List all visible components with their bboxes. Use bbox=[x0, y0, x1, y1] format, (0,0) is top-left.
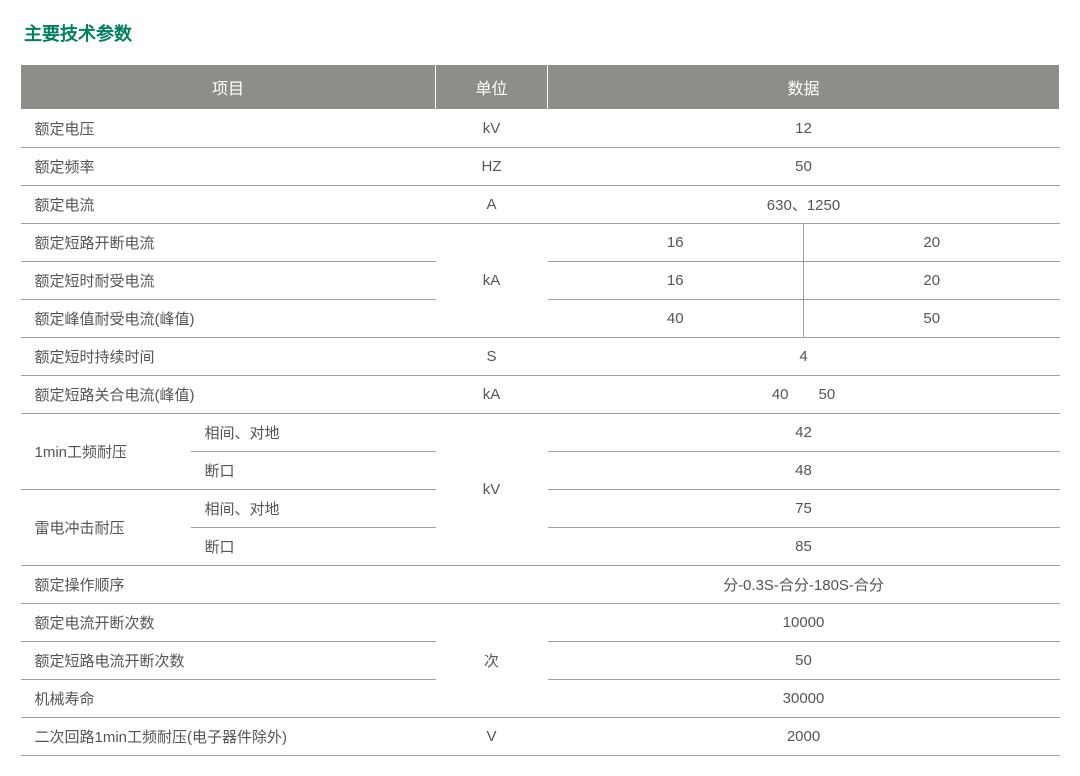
cell-unit: A bbox=[436, 186, 548, 224]
cell-label: 额定电流开断次数 bbox=[21, 604, 436, 642]
cell-unit: S bbox=[436, 338, 548, 376]
section-title: 主要技术参数 bbox=[20, 20, 1060, 46]
table-row: 额定电压 kV 12 bbox=[21, 110, 1060, 148]
cell-data: 2000 bbox=[548, 718, 1060, 756]
table-row: 额定电流 A 630、1250 bbox=[21, 186, 1060, 224]
cell-data: 分-0.3S-合分-180S-合分 bbox=[548, 566, 1060, 604]
cell-unit: HZ bbox=[436, 148, 548, 186]
cell-data: 42 bbox=[548, 414, 1060, 452]
table-row: 1min工频耐压 相间、对地 kV 42 bbox=[21, 414, 1060, 452]
cell-label: 额定频率 bbox=[21, 148, 436, 186]
cell-data: 48 bbox=[548, 452, 1060, 490]
table-row: 额定短路关合电流(峰值) kA 40 50 bbox=[21, 376, 1060, 414]
cell-unit: kA bbox=[436, 224, 548, 338]
cell-label: 机械寿命 bbox=[21, 680, 436, 718]
cell-label: 二次回路1min工频耐压(电子器件除外) bbox=[21, 718, 436, 756]
cell-data: 50 bbox=[548, 642, 1060, 680]
cell-data: 12 bbox=[548, 110, 1060, 148]
cell-label: 额定短路关合电流(峰值) bbox=[21, 376, 436, 414]
cell-data: 16 bbox=[548, 224, 804, 262]
cell-unit: kA bbox=[436, 376, 548, 414]
table-row: 额定频率 HZ 50 bbox=[21, 148, 1060, 186]
cell-label: 额定操作顺序 bbox=[21, 566, 436, 604]
cell-label: 额定峰值耐受电流(峰值) bbox=[21, 300, 436, 338]
cell-data: 85 bbox=[548, 528, 1060, 566]
cell-data: 630、1250 bbox=[548, 186, 1060, 224]
cell-data: 30000 bbox=[548, 680, 1060, 718]
cell-label: 雷电冲击耐压 bbox=[21, 490, 191, 566]
cell-data: 40 bbox=[548, 300, 804, 338]
cell-data: 4 bbox=[548, 338, 1060, 376]
table-row: 额定操作顺序 分-0.3S-合分-180S-合分 bbox=[21, 566, 1060, 604]
cell-data: 20 bbox=[804, 262, 1060, 300]
cell-unit: V bbox=[436, 718, 548, 756]
cell-unit: kV bbox=[436, 110, 548, 148]
cell-data: 50 bbox=[548, 148, 1060, 186]
header-item: 项目 bbox=[21, 65, 436, 110]
cell-label: 额定短路开断电流 bbox=[21, 224, 436, 262]
cell-label: 额定电压 bbox=[21, 110, 436, 148]
table-row: 额定电流开断次数 次 10000 bbox=[21, 604, 1060, 642]
table-row: 二次回路1min工频耐压(电子器件除外) V 2000 bbox=[21, 718, 1060, 756]
cell-label: 1min工频耐压 bbox=[21, 414, 191, 490]
cell-data: 40 50 bbox=[548, 376, 1060, 414]
cell-unit: 次 bbox=[436, 604, 548, 718]
header-unit: 单位 bbox=[436, 65, 548, 110]
cell-label: 额定短时耐受电流 bbox=[21, 262, 436, 300]
header-data: 数据 bbox=[548, 65, 1060, 110]
cell-label: 额定短路电流开断次数 bbox=[21, 642, 436, 680]
spec-table: 项目 单位 数据 额定电压 kV 12 额定频率 HZ 50 额定电流 A 63… bbox=[20, 64, 1060, 756]
cell-data: 20 bbox=[804, 224, 1060, 262]
cell-label: 额定电流 bbox=[21, 186, 436, 224]
table-header-row: 项目 单位 数据 bbox=[21, 65, 1060, 110]
cell-data: 16 bbox=[548, 262, 804, 300]
cell-data: 10000 bbox=[548, 604, 1060, 642]
table-row: 额定短时持续时间 S 4 bbox=[21, 338, 1060, 376]
cell-sublabel: 断口 bbox=[191, 452, 436, 490]
cell-data: 50 bbox=[804, 300, 1060, 338]
cell-unit: kV bbox=[436, 414, 548, 566]
table-row: 额定短路开断电流 kA 16 20 bbox=[21, 224, 1060, 262]
cell-data: 75 bbox=[548, 490, 1060, 528]
cell-sublabel: 相间、对地 bbox=[191, 414, 436, 452]
cell-label: 额定短时持续时间 bbox=[21, 338, 436, 376]
cell-unit bbox=[436, 566, 548, 604]
cell-sublabel: 相间、对地 bbox=[191, 490, 436, 528]
cell-sublabel: 断口 bbox=[191, 528, 436, 566]
